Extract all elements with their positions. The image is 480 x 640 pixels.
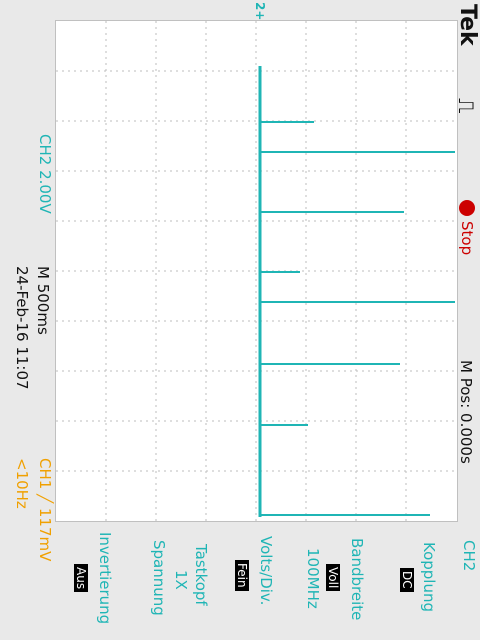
timebase-readout: M 500ms	[34, 266, 52, 335]
invertierung-value: Aus	[74, 564, 88, 593]
date-time-readout: 24-Feb-16 11:07	[13, 266, 31, 390]
menu-bandbreite[interactable]: Bandbreite Voll 100MHz	[304, 538, 366, 621]
volts-div-value: Fein	[235, 560, 249, 591]
menu-tastkopf[interactable]: Tastkopf 1X Spannung	[150, 540, 210, 616]
menu-kopplung[interactable]: Kopplung DC	[400, 542, 438, 613]
ch2-scale-readout: CH2 2.00V	[36, 134, 54, 214]
ch2-menu: CH2 Kopplung DC Bandbreite Voll 100MHz V…	[0, 530, 480, 640]
kopplung-value: DC	[400, 568, 414, 592]
tastkopf-value: 1X	[172, 570, 190, 590]
menu-volts-div[interactable]: Volts/Div. Fein	[235, 536, 275, 606]
menu-title: CH2	[460, 540, 478, 572]
bandbreite-value: Voll	[326, 564, 340, 592]
menu-invertierung[interactable]: Invertierung Aus	[74, 532, 114, 625]
trigger-frequency: <10Hz	[13, 458, 31, 509]
bandbreite-limit: 100MHz	[304, 548, 322, 609]
tastkopf-type: Spannung	[150, 540, 168, 616]
stop-indicator-icon	[459, 200, 475, 216]
